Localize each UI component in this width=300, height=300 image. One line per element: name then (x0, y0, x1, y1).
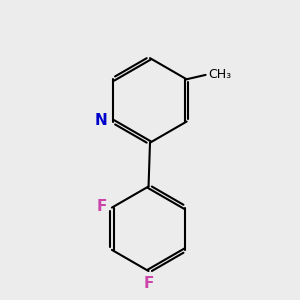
Text: F: F (96, 199, 107, 214)
Text: CH₃: CH₃ (208, 68, 231, 81)
Text: F: F (143, 276, 154, 291)
Text: N: N (94, 112, 107, 128)
